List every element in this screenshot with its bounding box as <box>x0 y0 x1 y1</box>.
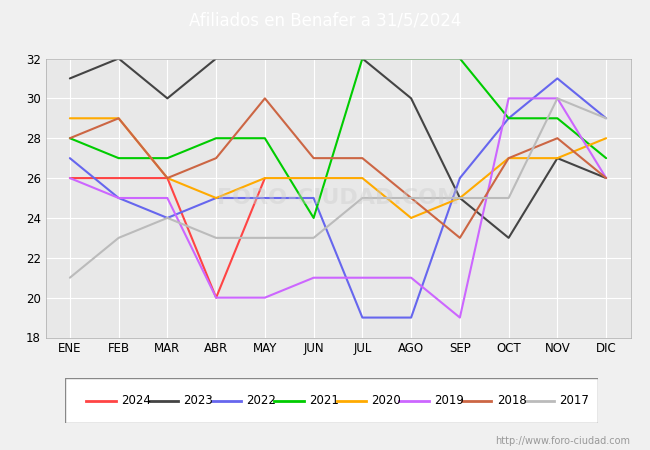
Text: 2018: 2018 <box>497 394 526 407</box>
Text: 2024: 2024 <box>121 394 151 407</box>
Text: 2017: 2017 <box>560 394 590 407</box>
Text: Afiliados en Benafer a 31/5/2024: Afiliados en Benafer a 31/5/2024 <box>188 11 462 29</box>
Text: http://www.foro-ciudad.com: http://www.foro-ciudad.com <box>495 436 630 446</box>
Text: FORO-CIUDAD.COM: FORO-CIUDAD.COM <box>217 188 459 208</box>
Text: 2020: 2020 <box>372 394 401 407</box>
Text: 2023: 2023 <box>183 394 213 407</box>
Text: 2021: 2021 <box>309 394 339 407</box>
Text: 2019: 2019 <box>434 394 464 407</box>
Text: 2022: 2022 <box>246 394 276 407</box>
